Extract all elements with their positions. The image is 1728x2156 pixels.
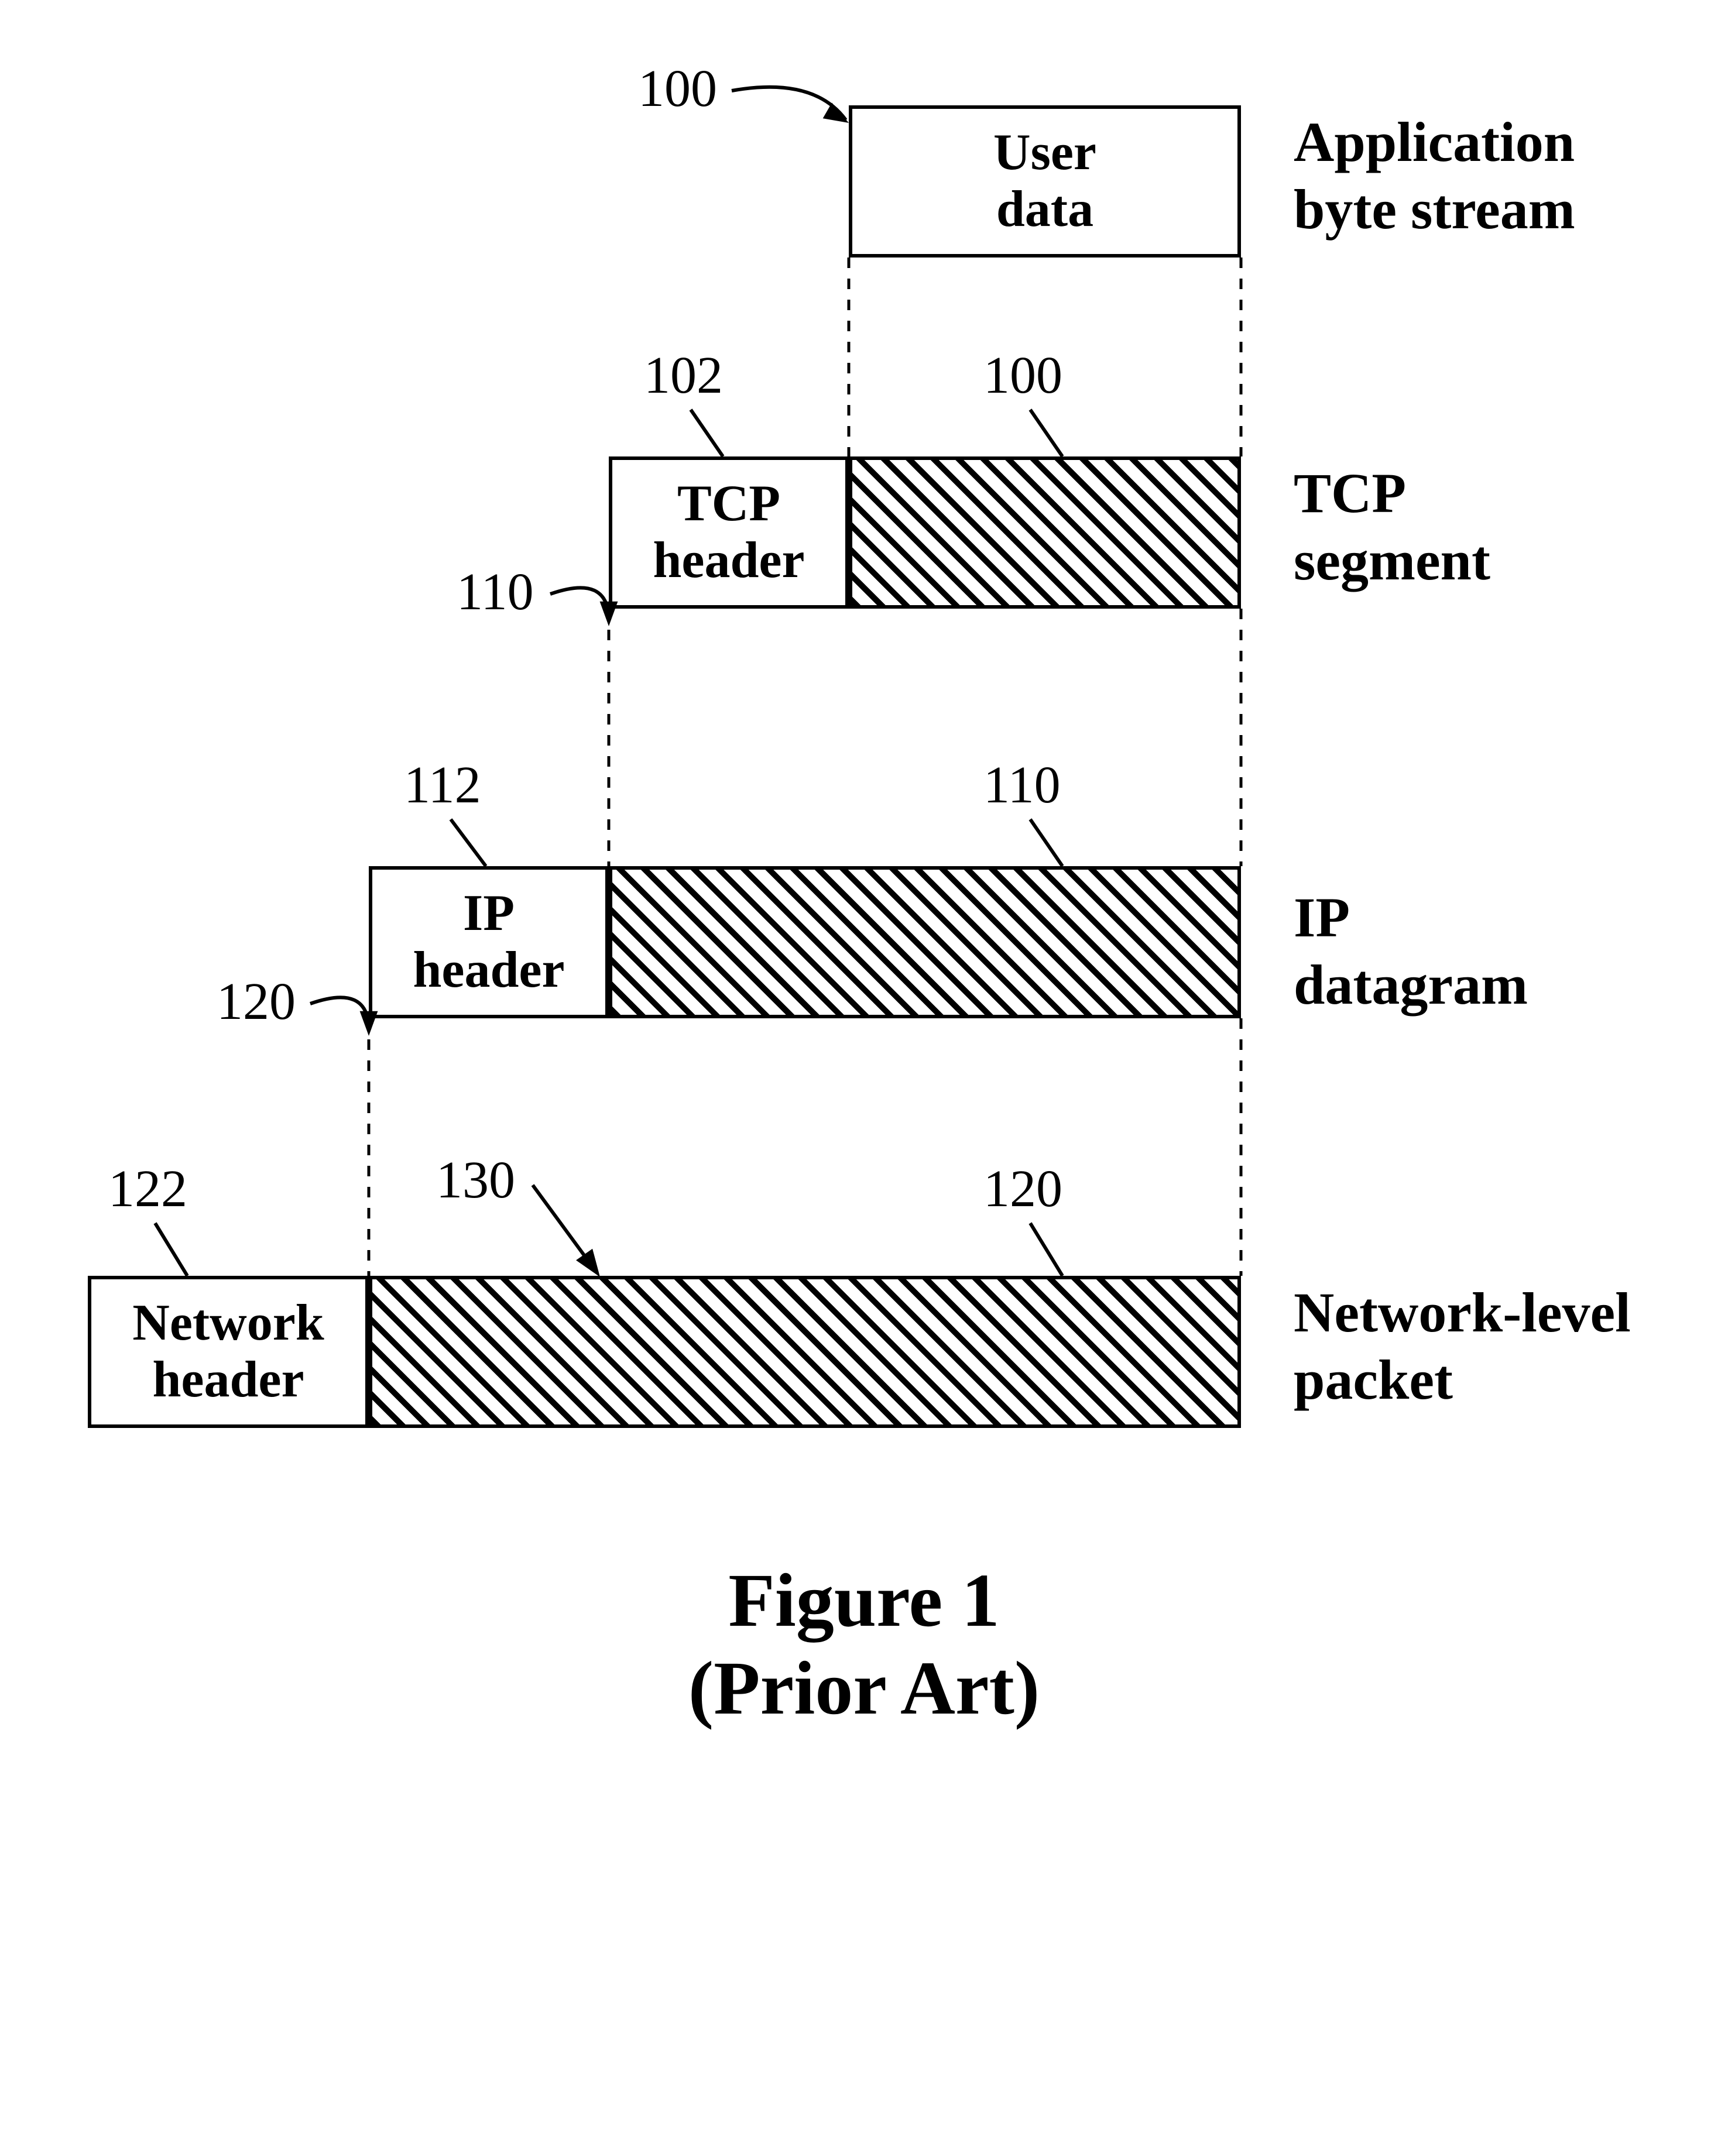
caption-line1: Figure 1 <box>728 1558 999 1643</box>
figure-caption: Figure 1(Prior Art) <box>23 1557 1705 1732</box>
label-tcp: TCPsegment <box>1294 459 1490 594</box>
ref-120-top: 120 <box>217 971 296 1032</box>
ip-header-box: IPheader <box>369 866 609 1018</box>
overlay-svg <box>23 35 1728 2156</box>
ref-110-ip: 110 <box>983 755 1061 815</box>
ref-122: 122 <box>108 1159 187 1219</box>
ref-110-top: 110 <box>457 562 534 622</box>
label-ip: IPdatagram <box>1294 884 1528 1018</box>
label-network: Network-levelpacket <box>1294 1279 1631 1413</box>
ref-120-net: 120 <box>983 1159 1062 1219</box>
label-application: Applicationbyte stream <box>1294 108 1575 243</box>
ref-100-tcp: 100 <box>983 345 1062 406</box>
ref-130: 130 <box>436 1150 515 1210</box>
tcp-payload-box <box>849 456 1241 609</box>
ref-102: 102 <box>644 345 723 406</box>
network-header-box: Networkheader <box>88 1276 369 1428</box>
network-payload-box <box>369 1276 1241 1428</box>
ip-payload-box <box>609 866 1241 1018</box>
caption-line2: (Prior Art) <box>688 1646 1040 1731</box>
tcp-header-box: TCPheader <box>609 456 849 609</box>
ref-112: 112 <box>404 755 481 815</box>
user-data-box: Userdata <box>849 105 1241 258</box>
ref-100-top: 100 <box>638 59 717 119</box>
